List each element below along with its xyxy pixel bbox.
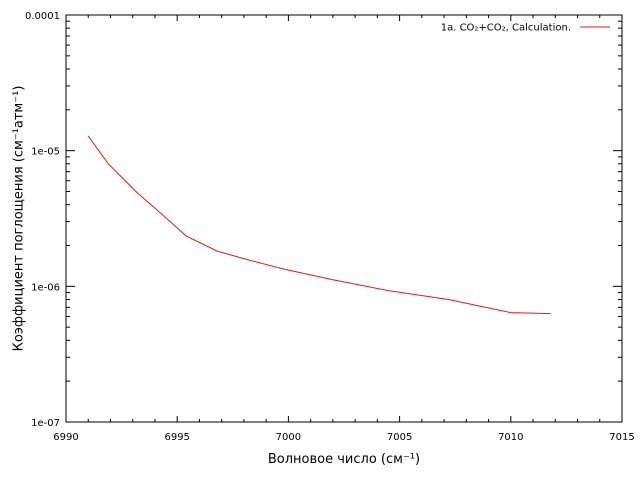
legend: 1a. CO₂+CO₂, Calculation. (441, 23, 610, 34)
series-line (87, 135, 551, 315)
x-tick-label: 7015 (609, 432, 634, 443)
x-tick-label: 7000 (276, 432, 301, 443)
y-axis-label: Коэффициент поглощения (см⁻¹атм⁻¹) (12, 86, 27, 352)
y-tick-label: 1e-05 (31, 147, 60, 158)
series-layer (87, 135, 551, 315)
y-tick-label: 1e-06 (31, 282, 60, 293)
x-tick-label: 6995 (164, 432, 189, 443)
y-tick-label: 0.0001 (25, 11, 60, 22)
legend-entry-label: 1a. CO₂+CO₂, Calculation. (441, 23, 571, 34)
x-tick-label: 6990 (53, 432, 78, 443)
plot-frame (65, 14, 623, 423)
y-tick-label: 1e-07 (31, 418, 60, 429)
x-axis: 6990 6995 7000 7005 7010 7015 (53, 15, 635, 443)
x-tick-label: 7005 (387, 432, 412, 443)
x-tick-label: 7010 (498, 432, 523, 443)
x-axis-label: Волновое число (см⁻¹) (268, 452, 420, 467)
y-axis: 1e-07 1e-06 1e-05 0.0001 (25, 11, 622, 429)
